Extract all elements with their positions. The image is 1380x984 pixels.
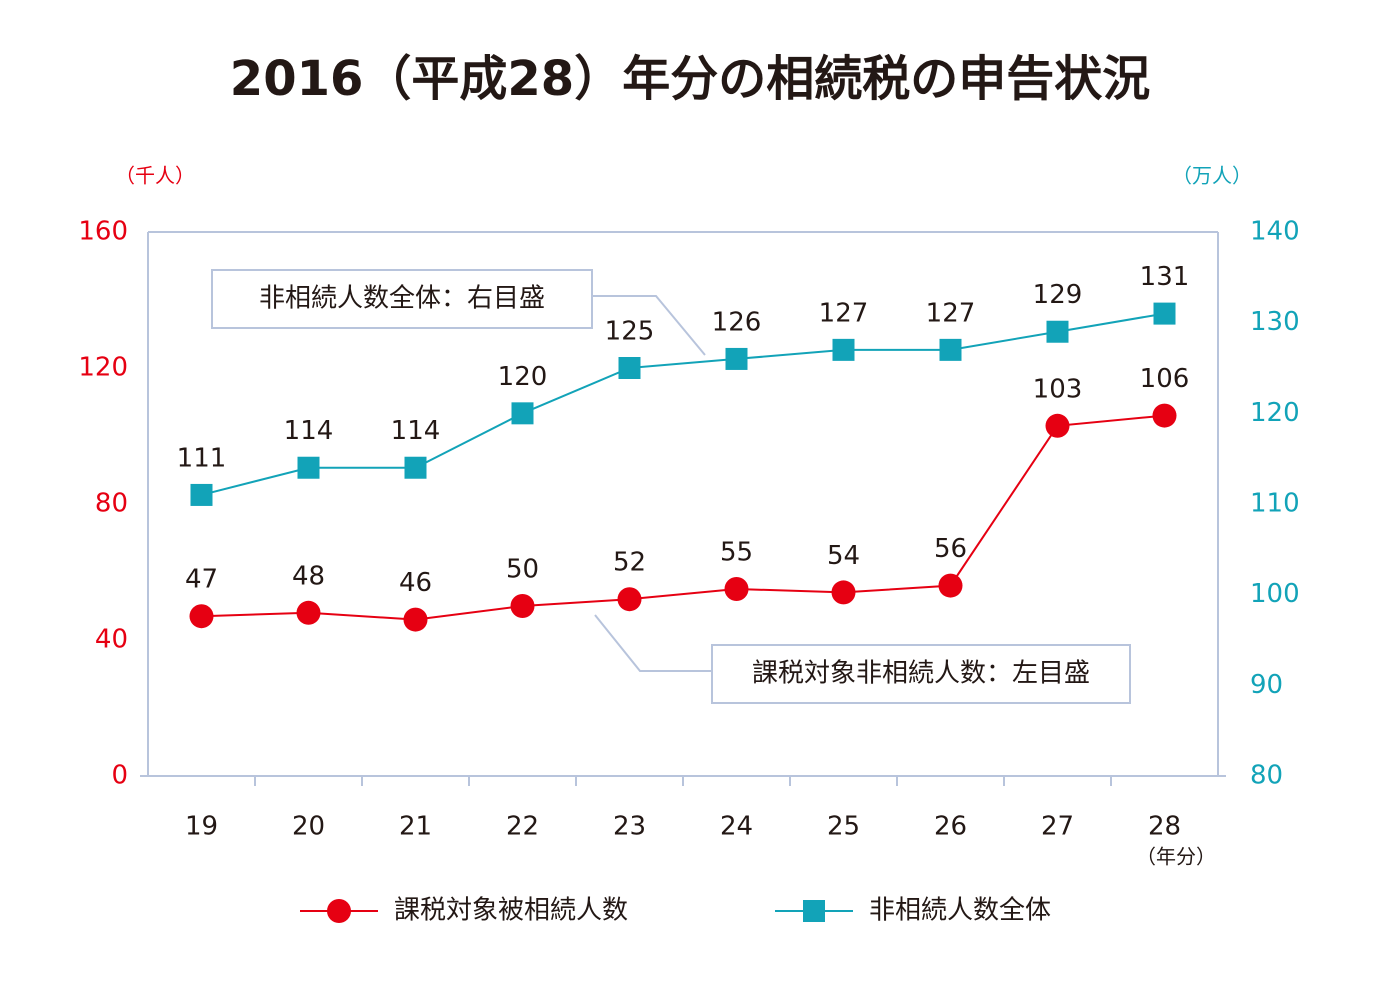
x-tick-label: 24 <box>720 812 753 842</box>
y2-tick-label: 110 <box>1250 489 1300 519</box>
series-line <box>201 312 1165 496</box>
marker <box>1046 320 1069 343</box>
y2-unit: （万人） <box>1172 164 1252 188</box>
marker <box>190 483 213 506</box>
marker <box>831 580 856 605</box>
marker <box>403 607 428 632</box>
annotation-text: 非相続人数全体：右目盛 <box>259 284 545 314</box>
annotation-left: 課税対象非相続人数：左目盛 <box>594 614 1131 704</box>
x-tick-label: 28 <box>1148 812 1181 842</box>
marker <box>511 402 534 425</box>
y-tick-label: 0 <box>111 761 128 791</box>
data-label: 56 <box>934 534 967 564</box>
x-tick-label: 21 <box>399 812 432 842</box>
series-line <box>201 414 1165 621</box>
y2-tick-label: 80 <box>1250 761 1283 791</box>
leader-line <box>594 614 712 672</box>
marker <box>617 587 642 612</box>
x-tick-label: 23 <box>613 812 646 842</box>
annotation-text: 課税対象非相続人数：左目盛 <box>752 659 1090 689</box>
y-tick-label: 80 <box>95 489 128 519</box>
legend-label: 非相続人数全体 <box>869 896 1051 926</box>
y2-tick-label: 90 <box>1250 670 1283 700</box>
annotation-box <box>711 644 1131 704</box>
y2-tick-label: 130 <box>1250 307 1300 337</box>
data-label: 127 <box>819 298 869 328</box>
x-tick-label: 19 <box>185 812 218 842</box>
legend-marker <box>803 900 825 922</box>
x-tick-label: 22 <box>506 812 539 842</box>
x-tick-label: 20 <box>292 812 325 842</box>
y-unit: （千人） <box>115 164 195 188</box>
y-tick-label: 40 <box>95 625 128 655</box>
marker <box>724 577 749 601</box>
legend-label: 課税対象被相続人数 <box>394 896 628 926</box>
data-label: 114 <box>284 416 334 446</box>
data-label: 55 <box>720 538 753 568</box>
marker <box>832 338 855 361</box>
data-label: 125 <box>605 317 655 347</box>
marker <box>1153 302 1176 325</box>
marker <box>618 357 641 379</box>
data-label: 120 <box>498 362 548 392</box>
x-tick-label: 25 <box>827 812 860 842</box>
data-label: 103 <box>1033 374 1083 404</box>
data-label: 47 <box>185 565 218 595</box>
y-tick-label: 120 <box>78 353 128 383</box>
data-label: 52 <box>613 548 646 578</box>
data-label: 106 <box>1140 364 1190 394</box>
marker <box>1045 413 1070 438</box>
data-label: 54 <box>827 541 860 571</box>
annotation-box <box>211 269 593 329</box>
y2-tick-label: 140 <box>1250 217 1300 247</box>
data-label: 46 <box>399 568 432 598</box>
data-label: 131 <box>1140 262 1190 292</box>
x-unit: （年分） <box>1136 845 1216 869</box>
data-label: 127 <box>926 298 976 328</box>
data-label: 50 <box>506 555 539 585</box>
y2-tick-label: 120 <box>1250 398 1300 428</box>
y-tick-label: 160 <box>78 217 128 247</box>
marker <box>296 600 321 625</box>
marker <box>938 573 963 598</box>
annotation-right: 非相続人数全体：右目盛 <box>211 269 706 356</box>
marker <box>404 456 427 479</box>
marker <box>939 338 962 361</box>
data-label: 129 <box>1033 280 1083 310</box>
marker <box>510 594 535 618</box>
data-label: 114 <box>391 416 441 446</box>
marker <box>725 347 748 370</box>
data-label: 48 <box>292 561 325 591</box>
legend-marker <box>327 899 351 923</box>
marker <box>189 604 214 629</box>
leader-line <box>592 295 706 356</box>
x-tick-label: 26 <box>934 812 967 842</box>
data-label: 111 <box>177 443 227 473</box>
data-label: 126 <box>712 307 762 337</box>
chart-title: 2016（平成28）年分の相続税の申告状況 <box>230 51 1150 107</box>
marker <box>297 456 320 479</box>
marker <box>1152 403 1177 428</box>
x-tick-label: 27 <box>1041 812 1074 842</box>
y2-tick-label: 100 <box>1250 579 1300 609</box>
